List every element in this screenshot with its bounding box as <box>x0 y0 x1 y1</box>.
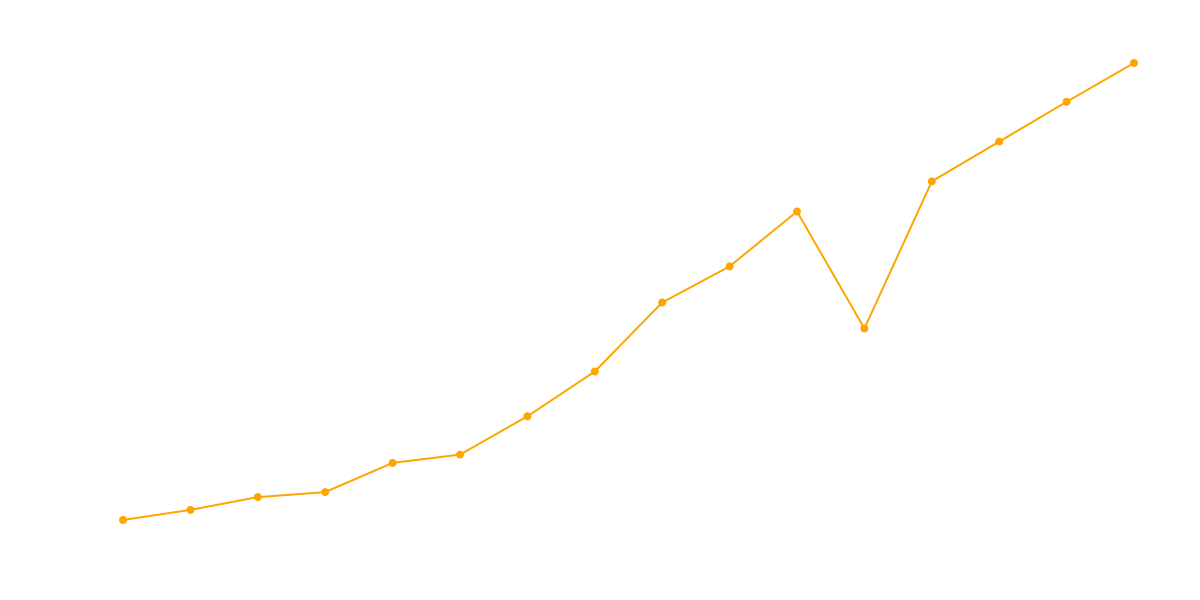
data-point-14 <box>995 137 1004 146</box>
data-point-10 <box>725 262 734 271</box>
data-point-9 <box>658 298 667 307</box>
data-point-5 <box>388 458 397 467</box>
data-point-1 <box>119 516 127 524</box>
data-point-16 <box>1130 59 1138 67</box>
series-line-0 <box>122 62 1135 521</box>
data-point-2 <box>186 505 195 514</box>
data-point-7 <box>523 412 532 421</box>
data-point-15 <box>1062 97 1071 106</box>
plot-area <box>119 59 1138 524</box>
data-point-12 <box>860 324 869 333</box>
data-point-8 <box>590 367 599 376</box>
data-point-4 <box>321 488 330 497</box>
data-point-11 <box>793 207 801 216</box>
data-point-13 <box>927 177 936 186</box>
data-point-6 <box>456 450 464 459</box>
data-point-3 <box>253 493 262 502</box>
